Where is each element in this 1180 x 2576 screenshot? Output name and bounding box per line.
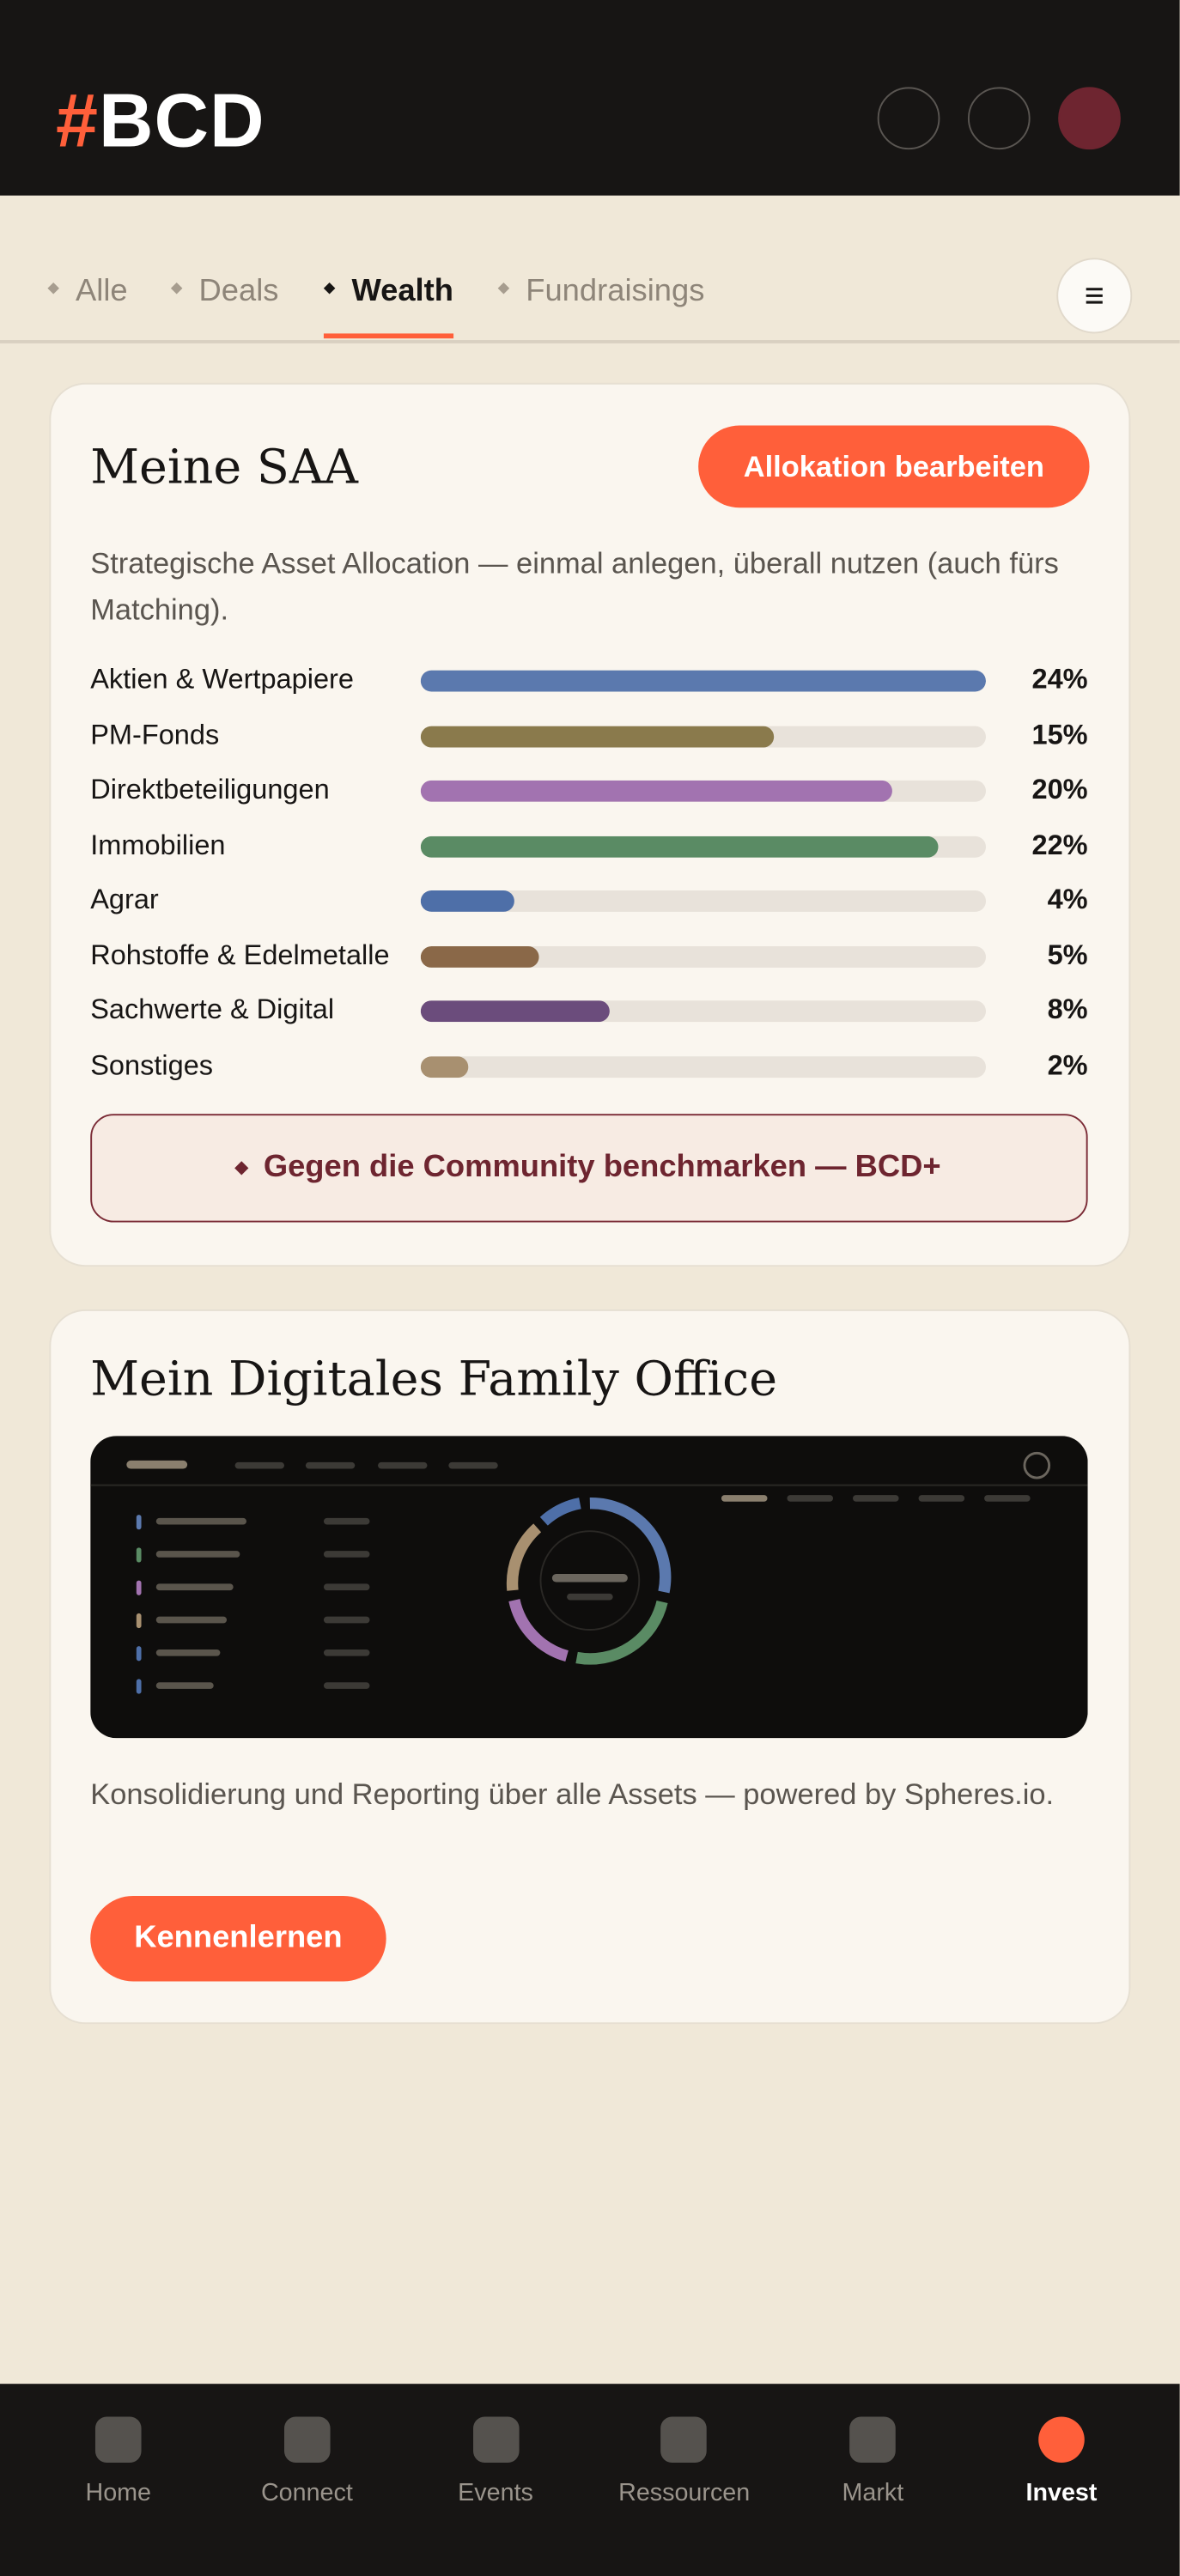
bar: [420, 1000, 610, 1023]
nav-item[interactable]: Invest: [971, 2416, 1152, 2507]
nav-label: Events: [458, 2479, 533, 2507]
allocation-percent: 15%: [1031, 719, 1088, 750]
allocation-percent: 24%: [1031, 663, 1088, 696]
nav-item[interactable]: Ressourcen: [593, 2416, 774, 2507]
nav-label: Connect: [260, 2479, 353, 2507]
allocation-name: Rohstoffe & Edelmetalle: [90, 939, 390, 970]
tab[interactable]: Alle: [47, 273, 128, 313]
bar: [420, 1055, 468, 1078]
nav-icon: [472, 2416, 519, 2464]
tab[interactable]: Fundraisings: [497, 273, 705, 313]
tab[interactable]: Wealth: [323, 273, 453, 339]
logo-text: BCD: [98, 76, 265, 163]
dashboard-preview: [90, 1436, 1088, 1739]
bar: [420, 835, 940, 857]
allocation-name: Sonstiges: [90, 1048, 214, 1080]
bar: [420, 780, 892, 802]
allocation-percent: 2%: [1047, 1048, 1088, 1080]
diamond: [234, 1161, 250, 1176]
bar-track: [420, 890, 986, 912]
benchmark-label: Gegen die Community benchmarken — BCD+: [263, 1150, 941, 1185]
header-icon[interactable]: [967, 87, 1031, 150]
tab[interactable]: Deals: [170, 273, 279, 313]
header-icon[interactable]: [877, 87, 940, 150]
card-title: Meine SAA: [90, 438, 359, 495]
bar: [420, 890, 515, 912]
allocation-percent: 20%: [1031, 774, 1088, 805]
logo-hash: #: [56, 76, 99, 163]
bar: [420, 670, 986, 692]
nav-icon: [660, 2416, 708, 2464]
divider: [0, 340, 1180, 343]
allocation-name: Aktien & Wertpapiere: [90, 663, 354, 696]
nav-item[interactable]: Home: [28, 2416, 209, 2507]
bar-track: [420, 1055, 986, 1078]
nav-icon: [94, 2416, 142, 2464]
menu-button[interactable]: [1056, 258, 1133, 334]
allocation-name: Sachwerte & Digital: [90, 993, 335, 1025]
learn-more-button[interactable]: Kennenlernen: [90, 1895, 386, 1982]
card-description: Strategische Asset Allocation — einmal a…: [90, 547, 1059, 626]
card-title: Mein Digitales Family Office: [90, 1350, 778, 1406]
tab-label: Fundraisings: [526, 274, 705, 309]
nav-icon: [1038, 2416, 1085, 2464]
bar: [420, 725, 775, 747]
bar-track: [420, 725, 986, 747]
menu-icon: [1086, 288, 1103, 304]
allocation-name: PM-Fonds: [90, 719, 220, 750]
bar-track: [420, 835, 986, 857]
allocation-name: Agrar: [90, 884, 159, 915]
allocation-name: Direktbeteiligungen: [90, 774, 330, 805]
bar-track: [420, 780, 986, 802]
allocation-percent: 4%: [1047, 884, 1088, 915]
edit-allocation-button[interactable]: Allokation bearbeiten: [698, 425, 1090, 508]
nav-item[interactable]: Connect: [216, 2416, 397, 2507]
card-description: Konsolidierung und Reporting über alle A…: [90, 1777, 1055, 1811]
diamond: [323, 283, 336, 295]
tab-label: Wealth: [351, 274, 453, 309]
nav-label: Ressourcen: [618, 2479, 751, 2507]
bar-track: [420, 1000, 986, 1023]
nav-label: Home: [85, 2479, 152, 2507]
tab-underline: [323, 333, 453, 339]
nav-item[interactable]: Markt: [782, 2416, 963, 2507]
nav-item[interactable]: Events: [405, 2416, 586, 2507]
diamond: [497, 283, 510, 295]
allocation-percent: 8%: [1047, 993, 1088, 1025]
tab-label: Deals: [198, 274, 279, 309]
nav-label: Markt: [842, 2479, 904, 2507]
nav-label: Invest: [1025, 2479, 1098, 2507]
allocation-percent: 5%: [1047, 939, 1088, 970]
nav-icon: [283, 2416, 331, 2464]
nav-icon: [849, 2416, 897, 2464]
diamond: [170, 283, 183, 295]
allocation-percent: 22%: [1031, 829, 1088, 860]
bar-track: [420, 670, 986, 692]
tab-label: Alle: [76, 274, 128, 309]
diamond: [47, 283, 59, 295]
header: #BCD: [0, 0, 1180, 196]
allocation-name: Immobilien: [90, 829, 226, 860]
bottom-nav: [0, 2384, 1180, 2576]
logo[interactable]: #BCD: [56, 76, 265, 164]
benchmark-button[interactable]: Gegen die Community benchmarken — BCD+: [90, 1114, 1088, 1223]
avatar[interactable]: [1058, 87, 1121, 150]
bar: [420, 945, 538, 967]
bar-track: [420, 945, 986, 967]
